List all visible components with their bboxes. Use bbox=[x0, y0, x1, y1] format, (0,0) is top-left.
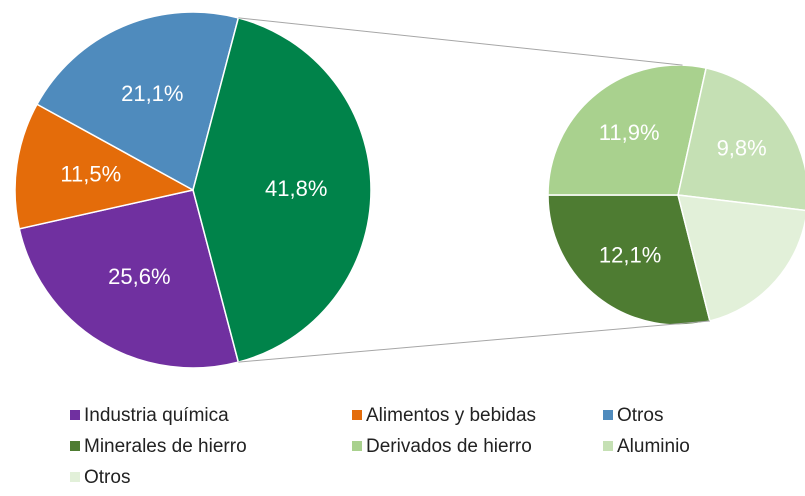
data-label: 11,5% bbox=[60, 161, 121, 186]
data-label: 12,1% bbox=[599, 242, 661, 267]
legend-label: Industria química bbox=[84, 405, 229, 426]
legend-label: Otros bbox=[84, 467, 130, 488]
pie-slice bbox=[192, 16, 372, 364]
legend-swatch bbox=[603, 410, 613, 420]
legend-swatch bbox=[70, 441, 80, 451]
data-label: 41,8% bbox=[265, 176, 327, 201]
legend-swatch bbox=[70, 472, 80, 482]
pie-slice bbox=[14, 103, 196, 230]
data-label: 21,1% bbox=[121, 81, 183, 106]
legend-swatch bbox=[603, 441, 613, 451]
legend-label: Otros bbox=[617, 405, 663, 426]
legend-label: Derivados de hierro bbox=[366, 436, 532, 457]
legend-label: Alimentos y bebidas bbox=[366, 405, 536, 426]
pie-slice bbox=[18, 189, 240, 369]
legend-swatch bbox=[352, 410, 362, 420]
data-label: 11,9% bbox=[599, 120, 660, 145]
pie-slice bbox=[677, 67, 805, 212]
data-label: 25,6% bbox=[108, 264, 170, 289]
pie-slice bbox=[547, 194, 711, 326]
connector-line bbox=[238, 320, 710, 363]
connector-line bbox=[238, 17, 683, 66]
pie-slice bbox=[35, 11, 240, 192]
legend-label: Aluminio bbox=[617, 436, 690, 457]
data-label: 9,8% bbox=[717, 136, 767, 161]
legend-swatch bbox=[352, 441, 362, 451]
legend-swatch bbox=[70, 410, 80, 420]
legend-label: Minerales de hierro bbox=[84, 436, 247, 457]
